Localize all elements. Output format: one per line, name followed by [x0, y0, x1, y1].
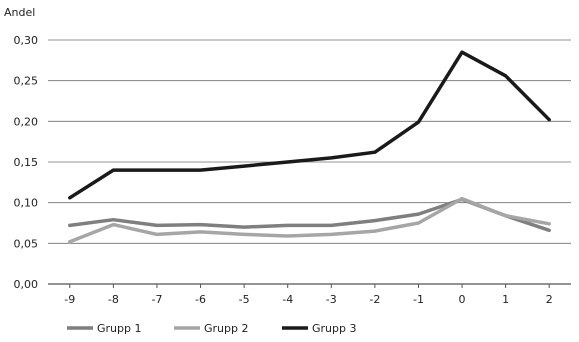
y-tick-label: 0,15: [14, 156, 39, 169]
series-line-2: [68, 196, 551, 244]
x-tick-label: -7: [151, 293, 162, 306]
x-tick-label: 1: [502, 293, 509, 306]
gridlines: [48, 39, 571, 285]
x-tick-label: -5: [239, 293, 250, 306]
y-tick-label: 0,05: [14, 237, 39, 250]
legend-label: Grupp 2: [204, 322, 248, 335]
y-tick-label: 0,30: [14, 34, 39, 47]
legend: Grupp 1 Grupp 2 Grupp 3: [67, 322, 356, 335]
x-tick-label: -9: [64, 293, 75, 306]
x-tick-label: -8: [108, 293, 119, 306]
x-tick-label: -6: [195, 293, 206, 306]
x-tick-label: 0: [459, 293, 466, 306]
x-tick-labels: -9 -8 -7 -6 -5 -4 -3 -2 -1 0 1 2: [64, 284, 553, 306]
x-tick-label: -1: [413, 293, 424, 306]
y-axis-title: Andel: [4, 6, 35, 19]
x-tick-label: -2: [369, 293, 380, 306]
y-tick-label: 0,10: [14, 197, 39, 210]
x-tick-label: -3: [326, 293, 337, 306]
y-tick-label: 0,20: [14, 115, 39, 128]
y-tick-label: 0,25: [14, 75, 39, 88]
y-tick-labels: 0,00 0,05 0,10 0,15 0,20 0,25 0,30: [14, 34, 39, 291]
series-line-3: [68, 50, 551, 200]
y-tick-label: 0,00: [14, 278, 39, 291]
series-lines: [68, 50, 551, 244]
x-tick-label: -4: [282, 293, 293, 306]
legend-label: Grupp 1: [97, 322, 141, 335]
legend-label: Grupp 3: [312, 322, 356, 335]
x-tick-label: 2: [546, 293, 553, 306]
